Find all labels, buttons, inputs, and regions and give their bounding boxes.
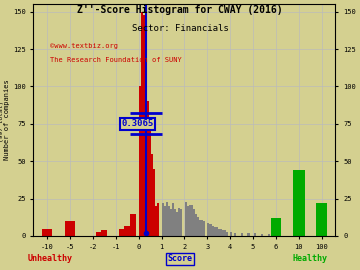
Bar — [293, 170, 305, 236]
Bar — [178, 208, 180, 236]
Bar — [66, 221, 75, 236]
Bar — [153, 169, 155, 236]
Bar — [124, 225, 130, 236]
Bar — [42, 228, 51, 236]
Bar — [189, 205, 191, 236]
Bar — [220, 228, 222, 236]
Bar — [201, 220, 203, 236]
Bar — [254, 233, 256, 236]
Bar — [210, 224, 212, 236]
Bar — [96, 231, 102, 236]
Bar — [172, 203, 174, 236]
Bar — [186, 206, 189, 236]
Bar — [147, 101, 149, 236]
Text: ©www.textbiz.org: ©www.textbiz.org — [50, 43, 118, 49]
Bar — [168, 206, 170, 236]
Bar — [143, 15, 145, 236]
Bar — [174, 209, 176, 236]
Bar — [155, 206, 157, 236]
Bar — [218, 228, 220, 236]
Bar — [191, 205, 193, 236]
Y-axis label: Number of companies: Number of companies — [4, 80, 10, 160]
Bar — [164, 206, 166, 236]
Bar — [213, 227, 216, 236]
Bar — [166, 202, 168, 236]
Text: Score: Score — [167, 254, 193, 263]
Bar — [230, 231, 232, 236]
Bar — [247, 233, 249, 236]
Bar — [222, 230, 224, 236]
Bar — [139, 86, 141, 236]
Bar — [195, 214, 197, 236]
Bar — [118, 228, 124, 236]
Text: (997 total): (997 total) — [0, 101, 4, 142]
Bar — [203, 221, 205, 236]
Text: Healthy: Healthy — [292, 254, 327, 263]
Bar — [102, 230, 107, 236]
Bar — [224, 230, 226, 236]
Bar — [268, 235, 270, 236]
Bar — [234, 233, 236, 236]
Bar — [145, 15, 147, 236]
Bar — [216, 227, 218, 236]
Bar — [193, 209, 195, 236]
Bar — [271, 218, 280, 236]
Bar — [162, 203, 164, 236]
Text: The Research Foundation of SUNY: The Research Foundation of SUNY — [50, 57, 182, 63]
Bar — [207, 222, 210, 236]
Text: 0.3065: 0.3065 — [121, 119, 154, 128]
Bar — [212, 225, 213, 236]
Bar — [226, 231, 228, 236]
Bar — [149, 131, 151, 236]
Bar — [176, 212, 178, 236]
Bar — [261, 235, 263, 236]
Bar — [199, 220, 201, 236]
Bar — [180, 209, 182, 236]
Bar — [151, 154, 153, 236]
Bar — [170, 209, 172, 236]
Bar — [130, 214, 136, 236]
Bar — [141, 12, 143, 236]
Bar — [197, 217, 199, 236]
Bar — [316, 203, 328, 236]
Bar — [157, 203, 159, 236]
Text: Unhealthy: Unhealthy — [28, 254, 73, 263]
Bar — [240, 233, 243, 236]
Bar — [185, 202, 186, 236]
Text: Sector: Financials: Sector: Financials — [132, 24, 228, 33]
Text: Z''-Score Histogram for CWAY (2016): Z''-Score Histogram for CWAY (2016) — [77, 5, 283, 15]
